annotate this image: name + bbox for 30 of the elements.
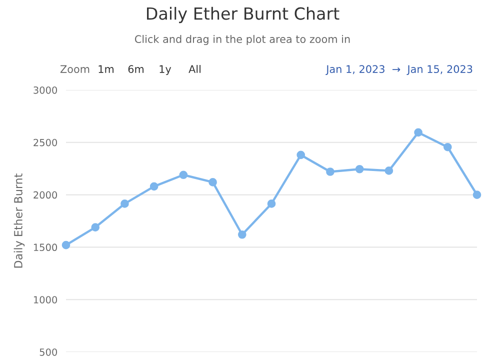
- point: [355, 164, 364, 174]
- text: 1y: [160, 65, 172, 76]
- chart-subtitle: Click and drag in the plot area to zoom in: [134, 34, 350, 46]
- y-tick-label: 500: [40, 348, 58, 356]
- point: [150, 182, 158, 191]
- point: [384, 166, 394, 175]
- y-tick-label: 2000: [34, 191, 58, 199]
- point: [267, 200, 276, 208]
- y-axis-title: Daily Ether Burnt: [14, 174, 25, 268]
- point: [91, 223, 100, 232]
- point: [208, 178, 217, 186]
- text: 1m: [98, 65, 114, 73]
- text: 6m: [128, 65, 144, 74]
- y-tick-label: 1500: [34, 244, 58, 252]
- point: [238, 230, 246, 239]
- point: [62, 240, 70, 250]
- y-tick-label: 3000: [34, 86, 58, 94]
- point: [296, 150, 306, 160]
- point: [120, 200, 129, 208]
- point: [443, 142, 452, 152]
- y-tick-label: 1000: [34, 296, 58, 304]
- y-tick-label: 2500: [34, 138, 58, 146]
- point: [414, 128, 422, 137]
- text: All: [188, 64, 200, 73]
- text: Zoom: [60, 65, 90, 74]
- text: Jan 1, 2023 → Jan 15, 2023: [326, 65, 472, 75]
- point: [472, 190, 482, 199]
- chart-title: Daily Ether Burnt Chart: [147, 6, 340, 24]
- point: [326, 168, 334, 176]
- point: [179, 170, 188, 180]
